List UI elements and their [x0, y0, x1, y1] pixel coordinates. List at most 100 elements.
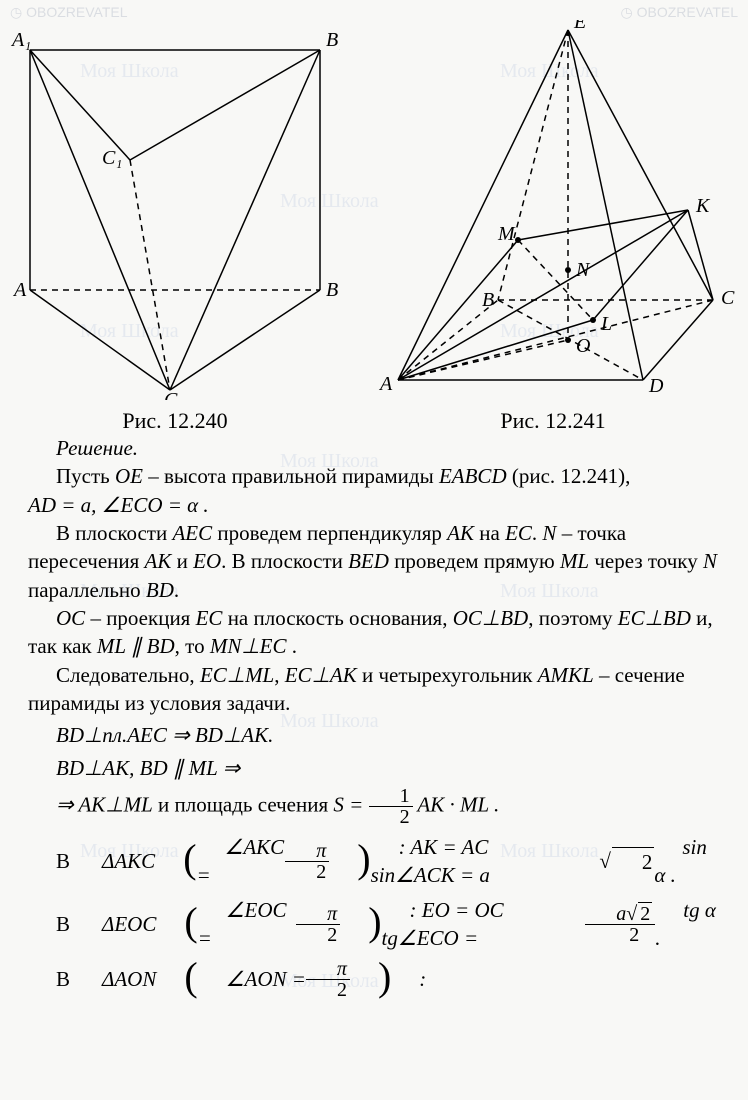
fraction: π2 — [306, 959, 350, 1000]
t: tg α . — [655, 896, 720, 953]
numerator: π — [296, 904, 340, 925]
t: AK — [145, 549, 172, 573]
t: BD — [146, 578, 174, 602]
paren-close: ) — [340, 910, 381, 934]
svg-text:E: E — [573, 20, 586, 33]
t: на плоскость основания, — [222, 606, 452, 630]
paragraph-1: Пусть OE – высота правильной пирамиды EA… — [28, 462, 720, 490]
t: проведем перпендикуляр — [212, 521, 447, 545]
figure-left: A₁B₁C₁ABC Рис. 12.240 — [10, 20, 340, 434]
t: a — [616, 903, 626, 925]
numerator: π — [306, 959, 350, 980]
t: и — [171, 549, 193, 573]
t: Следовательно, — [56, 663, 200, 687]
t: EO — [193, 549, 221, 573]
t: AD = a, ∠ECO = α . — [28, 493, 209, 517]
t: N — [542, 521, 556, 545]
t: BED — [348, 549, 389, 573]
t: В — [28, 965, 70, 993]
paren-open: ( — [156, 965, 197, 989]
svg-text:A₁: A₁ — [10, 29, 31, 51]
t: EC — [505, 521, 532, 545]
sqrt-content: 2 — [638, 902, 652, 925]
fraction: a√2 2 — [585, 904, 655, 945]
math-line-3: ⇒ AK⊥ML и площадь сечения S = 12 AK · ML… — [28, 786, 720, 827]
t: ∠EOC = — [198, 896, 297, 953]
svg-text:B: B — [326, 279, 338, 301]
t: ΔEOC — [74, 910, 156, 938]
t: EC — [196, 606, 223, 630]
solution-text: Решение. Пусть OE – высота правильной пи… — [0, 434, 748, 1000]
figure-right-label: Рис. 12.241 — [368, 408, 738, 434]
t: проведем прямую — [389, 549, 560, 573]
t: ∠AON = — [198, 965, 306, 993]
t: ∠AKC = — [197, 833, 286, 890]
prism-diagram: A₁B₁C₁ABC — [10, 20, 340, 400]
t: N — [703, 549, 717, 573]
denominator: 2 — [369, 807, 413, 827]
t: ⇒ AK⊥ML — [56, 792, 153, 816]
t: OE — [115, 464, 143, 488]
triangle-akc: В ΔAKC ( ∠AKC = π2 ) : AK = AC sin∠ACK =… — [28, 833, 720, 890]
t: . В плоскости — [221, 549, 348, 573]
solution-heading: Решение. — [28, 434, 720, 462]
t: В плоскости — [56, 521, 172, 545]
paragraph-2: В плоскости AEC проведем перпендикуляр A… — [28, 519, 720, 604]
t: AK — [447, 521, 474, 545]
t: OC — [56, 606, 85, 630]
t: AK · ML . — [413, 792, 500, 816]
t: , то — [175, 634, 210, 658]
svg-text:N: N — [575, 259, 591, 281]
t: AMKL — [538, 663, 594, 687]
sqrt-sign: √ — [571, 847, 611, 875]
t: AEC — [172, 521, 212, 545]
svg-text:K: K — [695, 195, 711, 217]
t: EABCD — [439, 464, 507, 488]
denominator: 2 — [306, 980, 350, 1000]
paragraph-3: OC – проекция EC на плоскость основания,… — [28, 604, 720, 661]
t: . — [532, 521, 543, 545]
triangle-aon: В ΔAON ( ∠AON = π2 ) : — [28, 959, 720, 1000]
svg-text:A: A — [12, 279, 27, 301]
numerator: 1 — [369, 786, 413, 807]
fraction: 12 — [369, 786, 413, 827]
denominator: 2 — [285, 862, 329, 882]
numerator: a√2 — [585, 904, 655, 925]
svg-text:A: A — [378, 373, 393, 395]
paragraph-4: Следовательно, EC⊥ML, EC⊥AK и четырехуго… — [28, 661, 720, 718]
t: – высота правильной пирамиды — [143, 464, 439, 488]
t: В — [28, 910, 70, 938]
svg-text:L: L — [600, 313, 612, 335]
t: sin α . — [654, 833, 720, 890]
figure-left-label: Рис. 12.240 — [10, 408, 340, 434]
svg-text:B: B — [482, 289, 494, 311]
paren-close: ) — [329, 847, 370, 871]
paragraph-1b: AD = a, ∠ECO = α . — [28, 491, 720, 519]
t: параллельно — [28, 578, 146, 602]
paren-open: ( — [156, 910, 197, 934]
figure-right: EKMNBCLOAD Рис. 12.241 — [368, 20, 738, 434]
t: и четырехугольник — [357, 663, 538, 687]
t: – проекция — [85, 606, 195, 630]
denominator: 2 — [585, 925, 655, 945]
t: на — [474, 521, 505, 545]
figures-row: A₁B₁C₁ABC Рис. 12.240 EKMNBCLOAD Рис. 12… — [0, 0, 748, 434]
t: . — [286, 634, 297, 658]
svg-text:D: D — [648, 375, 664, 397]
paren-open: ( — [155, 847, 196, 871]
denominator: 2 — [296, 925, 340, 945]
t: ΔAON — [74, 965, 156, 993]
t: ΔAKC — [74, 847, 155, 875]
t: : AK = AC sin∠ACK = a — [371, 833, 572, 890]
t: : — [391, 965, 426, 993]
t: через точку — [589, 549, 703, 573]
paren-close: ) — [350, 965, 391, 989]
math-line-1: BD⊥пл.AEC ⇒ BD⊥AK. — [28, 721, 720, 749]
t: S = — [333, 792, 368, 816]
svg-text:O: O — [576, 335, 590, 357]
numerator: π — [285, 841, 329, 862]
sqrt-sign: √ — [626, 903, 637, 925]
svg-text:C₁: C₁ — [102, 147, 122, 169]
math-line-2: BD⊥AK, BD ∥ ML ⇒ — [28, 754, 720, 782]
svg-text:B₁: B₁ — [326, 29, 340, 51]
